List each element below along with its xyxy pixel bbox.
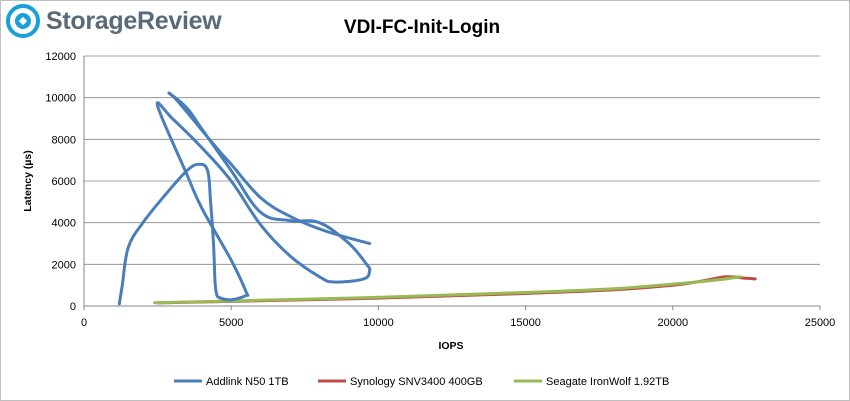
legend-label-synology-snv3400-400gb: Synology SNV3400 400GB: [350, 376, 483, 388]
legend-label-seagate-ironwolf-1-92tb: Seagate IronWolf 1.92TB: [546, 376, 669, 388]
series-line-addlink-n50-1tb: [117, 91, 372, 306]
series-line-seagate-ironwolf-1-92tb: [153, 275, 742, 305]
y-tick-label: 4000: [52, 218, 76, 230]
y-tick-label: 2000: [52, 259, 76, 271]
x-tick-label: 0: [81, 317, 87, 329]
x-tick-label: 10000: [363, 317, 394, 329]
axes: [83, 56, 821, 310]
y-tick-label: 6000: [52, 176, 76, 188]
y-axis-label: Latency (µs): [22, 150, 34, 211]
x-tick-label: 25000: [805, 317, 836, 329]
tick-labels: 0 2000 4000 6000 8000 10000 12000 0 5000 10000 150…: [45, 51, 835, 329]
legend: Addlink N50 1TB Synology SNV3400 400GB Sea…: [174, 376, 669, 388]
brand-name: StorageReview: [46, 6, 222, 35]
y-tick-label: 12000: [45, 51, 76, 63]
x-tick-label: 15000: [510, 317, 541, 329]
brand-logo: StorageReview: [6, 4, 222, 38]
legend-label-addlink-n50-1tb: Addlink N50 1TB: [206, 376, 289, 388]
x-axis-label: IOPS: [438, 340, 463, 352]
chart-title: VDI-FC-Init-Login: [344, 17, 500, 38]
y-tick-label: 8000: [52, 134, 76, 146]
y-tick-label: 10000: [45, 93, 76, 105]
series-line-synology-snv3400-400gb: [156, 275, 757, 305]
x-tick-label: 20000: [658, 317, 689, 329]
storagereview-logo-icon: [6, 4, 40, 38]
gridlines: [84, 55, 820, 265]
series-lines: [117, 91, 757, 306]
x-tick-label: 5000: [219, 317, 243, 329]
y-tick-label: 0: [70, 301, 76, 313]
